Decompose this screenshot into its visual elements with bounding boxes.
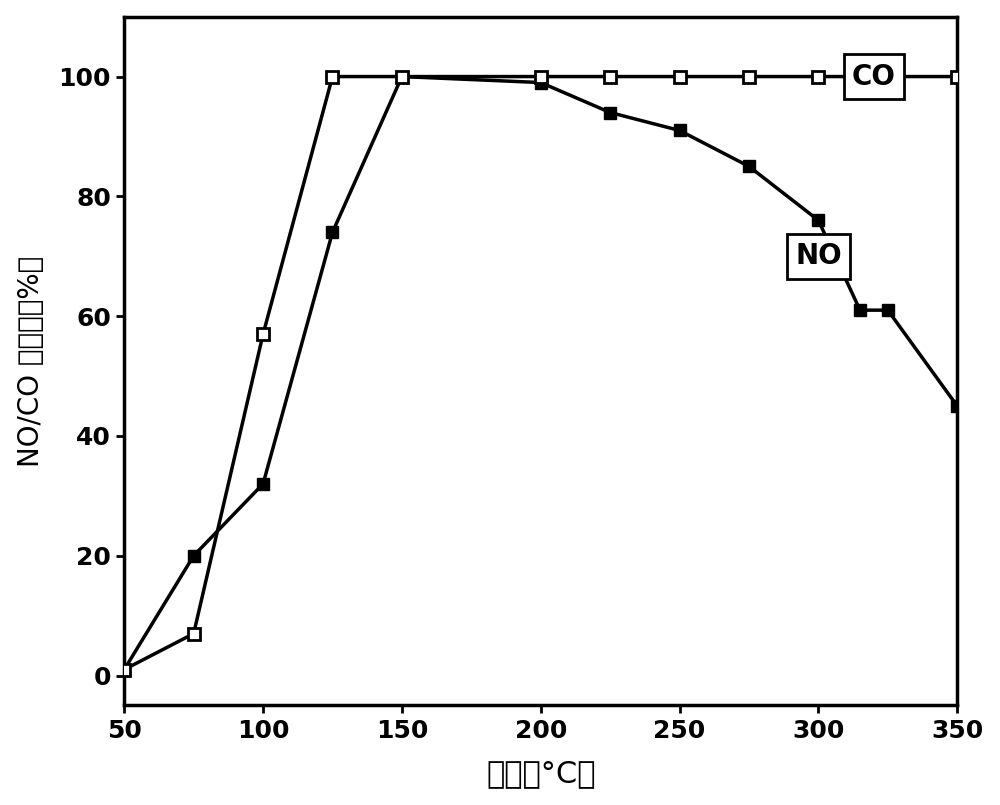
Y-axis label: NO/CO 转化率（%）: NO/CO 转化率（%） xyxy=(17,255,45,467)
Text: CO: CO xyxy=(852,63,896,91)
Text: NO: NO xyxy=(795,242,842,270)
X-axis label: 温度（°C）: 温度（°C） xyxy=(486,759,595,788)
